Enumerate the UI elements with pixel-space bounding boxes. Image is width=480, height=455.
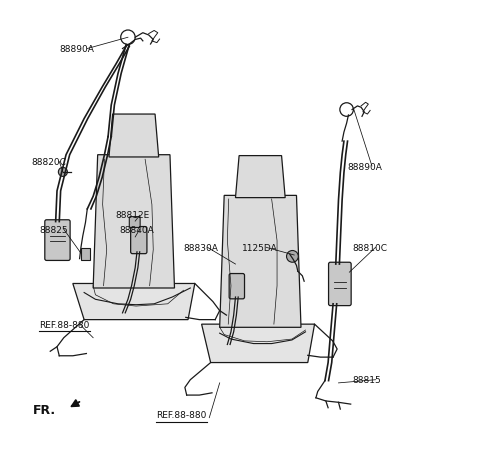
FancyBboxPatch shape xyxy=(229,274,244,299)
Text: 88810C: 88810C xyxy=(352,243,387,252)
Polygon shape xyxy=(220,196,301,328)
Polygon shape xyxy=(73,284,195,320)
Polygon shape xyxy=(109,115,159,157)
Text: 88820C: 88820C xyxy=(31,157,66,167)
Text: 88840A: 88840A xyxy=(119,225,154,234)
Text: 88815: 88815 xyxy=(352,375,381,384)
Text: 88890A: 88890A xyxy=(348,162,383,171)
Text: REF.88-880: REF.88-880 xyxy=(39,320,89,329)
Text: 88830A: 88830A xyxy=(183,243,218,252)
Bar xyxy=(81,248,90,260)
Polygon shape xyxy=(93,155,175,288)
Text: REF.88-880: REF.88-880 xyxy=(156,410,207,419)
Polygon shape xyxy=(202,324,314,363)
Text: 88825: 88825 xyxy=(39,225,68,234)
Text: FR.: FR. xyxy=(33,404,56,417)
Circle shape xyxy=(287,251,298,263)
FancyBboxPatch shape xyxy=(131,227,147,254)
FancyBboxPatch shape xyxy=(328,263,351,306)
FancyBboxPatch shape xyxy=(45,220,70,261)
Text: 88812E: 88812E xyxy=(116,210,150,219)
Polygon shape xyxy=(236,156,285,198)
Text: 1125DA: 1125DA xyxy=(242,243,278,252)
Circle shape xyxy=(59,168,67,177)
Text: 88890A: 88890A xyxy=(59,45,94,54)
FancyBboxPatch shape xyxy=(129,217,140,228)
